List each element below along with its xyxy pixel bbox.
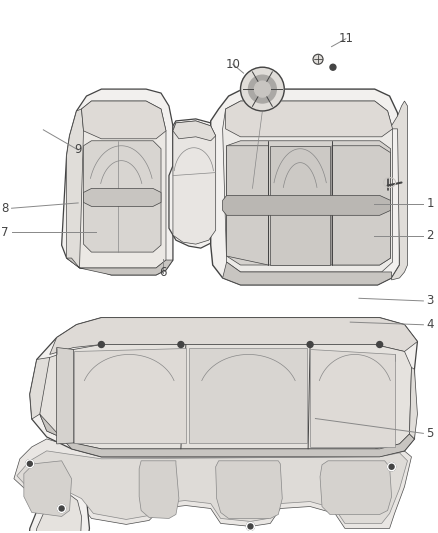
Circle shape (388, 463, 396, 471)
Circle shape (27, 461, 32, 466)
Polygon shape (81, 101, 166, 139)
Circle shape (247, 522, 254, 530)
Polygon shape (27, 479, 89, 533)
Circle shape (99, 342, 104, 348)
Circle shape (58, 505, 66, 513)
Text: 8: 8 (1, 201, 9, 215)
Circle shape (240, 67, 284, 111)
Text: 2: 2 (426, 229, 434, 243)
Polygon shape (189, 348, 307, 443)
Polygon shape (40, 414, 414, 457)
Polygon shape (332, 146, 391, 265)
Polygon shape (49, 318, 417, 354)
Polygon shape (67, 258, 173, 275)
Text: 4: 4 (426, 318, 434, 332)
Polygon shape (320, 461, 392, 514)
Circle shape (377, 342, 383, 348)
Circle shape (26, 460, 34, 468)
Text: 10: 10 (225, 58, 240, 71)
Polygon shape (226, 141, 391, 265)
Text: 5: 5 (426, 427, 434, 440)
Polygon shape (30, 358, 49, 419)
Circle shape (330, 64, 336, 70)
Polygon shape (173, 121, 215, 244)
Circle shape (26, 460, 34, 468)
Text: 11: 11 (339, 32, 353, 45)
Polygon shape (226, 101, 392, 137)
Polygon shape (169, 119, 219, 248)
Text: 3: 3 (426, 294, 434, 308)
Polygon shape (211, 89, 399, 285)
Polygon shape (173, 121, 215, 141)
Circle shape (247, 522, 254, 530)
Circle shape (254, 81, 270, 97)
Polygon shape (410, 367, 417, 439)
Polygon shape (24, 461, 71, 516)
Polygon shape (62, 89, 173, 275)
Polygon shape (310, 350, 395, 447)
Circle shape (313, 54, 323, 64)
Polygon shape (270, 146, 330, 265)
Polygon shape (17, 451, 407, 523)
Circle shape (307, 342, 313, 348)
Polygon shape (34, 495, 81, 533)
Polygon shape (30, 318, 417, 457)
Polygon shape (71, 101, 166, 268)
Polygon shape (84, 141, 161, 252)
Text: 6: 6 (159, 266, 167, 279)
Circle shape (59, 506, 64, 511)
Polygon shape (223, 196, 391, 215)
Polygon shape (84, 189, 161, 206)
Circle shape (248, 524, 253, 529)
Polygon shape (14, 439, 411, 528)
Polygon shape (215, 461, 282, 519)
Polygon shape (226, 146, 268, 265)
Text: 1: 1 (426, 198, 434, 211)
Circle shape (388, 463, 396, 471)
Polygon shape (74, 348, 186, 443)
Circle shape (389, 464, 394, 469)
Polygon shape (223, 262, 392, 285)
Polygon shape (40, 344, 411, 449)
Text: 9: 9 (74, 143, 82, 157)
Polygon shape (223, 101, 392, 272)
Polygon shape (139, 461, 179, 519)
Polygon shape (67, 109, 84, 268)
Text: 7: 7 (1, 225, 9, 239)
Polygon shape (57, 348, 74, 444)
Circle shape (178, 342, 184, 348)
Circle shape (248, 75, 276, 103)
Circle shape (58, 505, 66, 513)
Polygon shape (389, 101, 407, 280)
